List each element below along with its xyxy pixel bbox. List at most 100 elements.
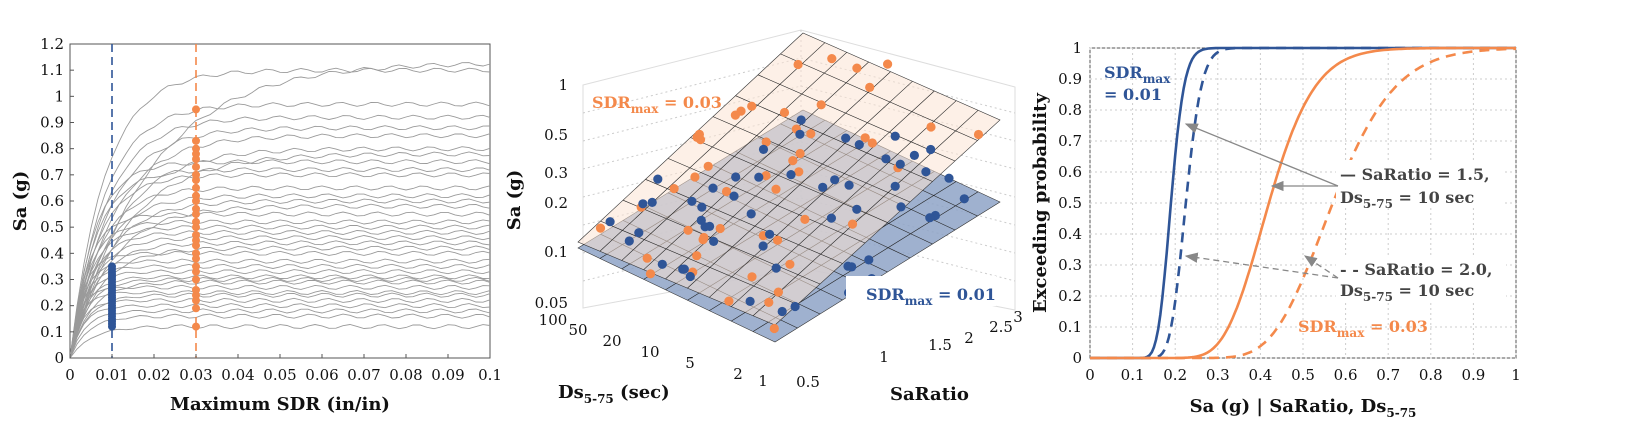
left-x-tick-label: 0 (65, 366, 75, 384)
blue-3d-point (909, 150, 920, 160)
ds-tick-label: 50 (568, 321, 587, 339)
ida-curve (69, 67, 491, 359)
ida-curve (69, 245, 491, 359)
left-x-tick-label: 0.05 (263, 366, 296, 384)
z-tick-label: 1 (558, 76, 568, 94)
orange-mesh-line (667, 158, 866, 244)
ds-tick-label: 10 (640, 343, 659, 361)
left-x-tick-label: 0.09 (431, 366, 464, 384)
orange-point (192, 285, 200, 294)
ida-curve (69, 258, 491, 359)
orange-mesh-line (645, 179, 843, 264)
ida-curve (69, 114, 491, 359)
blue-3d-point (830, 175, 840, 185)
orange-mesh-line (600, 220, 798, 305)
orange-point (192, 204, 200, 213)
orange-3d-point (645, 269, 656, 279)
ida-curve (69, 62, 491, 359)
orange-3d-point (785, 259, 795, 269)
ida-curve (69, 303, 491, 359)
orange-3d-point (692, 251, 702, 261)
orange-mesh-line (599, 42, 826, 252)
orange-3d-point (699, 232, 709, 243)
blue-3d-point (687, 196, 697, 206)
3d-scatter-points (595, 54, 984, 334)
left-plot-frame (69, 43, 491, 359)
orange-mesh-line (621, 52, 847, 261)
ida-curve (69, 308, 491, 359)
ida-curve (69, 279, 491, 359)
orange-3d-point (771, 184, 781, 194)
ann-sdr-0.01-value: = 0.01 (1104, 85, 1162, 104)
left-y-tick-label: 0.9 (40, 114, 64, 132)
blue-3d-point (843, 261, 853, 271)
orange-point (192, 304, 200, 313)
orange-3d-point (747, 101, 757, 111)
blue-3d-point (841, 133, 851, 143)
blue-3d-point (896, 202, 906, 212)
blue-3d-point (624, 236, 634, 246)
left-y-tick-label: 0.6 (40, 192, 64, 210)
ida-curve (69, 159, 491, 359)
mid-ds-label: Ds5-75 (sec) (558, 382, 670, 406)
ida-curve (69, 276, 491, 359)
orange-3d-point (793, 59, 803, 70)
orange-3d-point (883, 59, 893, 69)
blue-3d-point (890, 131, 900, 141)
ida-curve (69, 229, 491, 359)
orange-3d-point (788, 156, 798, 166)
right-y-label: Exceeding probability (1030, 93, 1051, 313)
orange-3d-point (926, 122, 936, 132)
orange-3d-point (669, 184, 679, 194)
blue-3d-point (679, 264, 689, 274)
left-y-tick-label: 0.5 (40, 218, 64, 236)
orange-3d-point (769, 323, 779, 334)
orange-3d-point (779, 107, 790, 118)
right-x-tick-label: 0.2 (1163, 366, 1187, 384)
ida-curves-panel: 0 0.01 0.02 0.03 0.04 0.05 0.06 0.07 0.08 0.09 0.1… (10, 35, 502, 415)
blue-3d-point (685, 271, 695, 282)
blue-3d-point (895, 159, 905, 169)
left-y-label: Sa (g) (10, 171, 31, 232)
orange-mesh-line (780, 53, 978, 141)
ida-curve (69, 125, 491, 359)
left-y-tick-label: 0 (54, 349, 64, 367)
right-x-tick-label: 0.5 (1291, 366, 1315, 384)
left-y-tick-label: 0.7 (40, 166, 64, 184)
orange-point (192, 217, 200, 226)
blue-3d-point (944, 173, 954, 183)
blue-3d-point (638, 199, 648, 209)
left-x-tick-label: 0.03 (179, 366, 212, 384)
orange-point (192, 183, 200, 192)
blue-3d-point (890, 181, 900, 191)
orange-3d-point (800, 214, 810, 224)
right-y-tick-label: 0.2 (1058, 287, 1082, 305)
orange-point (192, 136, 200, 145)
blue-3d-point (864, 255, 874, 265)
blue-3d-point (854, 140, 864, 150)
orange-mesh-line (687, 81, 913, 289)
orange-point (192, 162, 200, 171)
left-x-tick-label: 0.04 (221, 366, 254, 384)
left-y-tick-label: 0.2 (40, 297, 64, 315)
ida-curve (69, 219, 491, 359)
mid-saratio-label: SaRatio (890, 384, 969, 405)
ds-tick-label: 2 (733, 365, 743, 383)
ann-case2-line2: Ds5-75 = 10 sec (1340, 281, 1474, 304)
blue-3d-point (746, 209, 756, 219)
blue-3d-point (708, 183, 718, 193)
orange-3d-point (683, 225, 693, 235)
right-x-tick-label: 0 (1085, 366, 1095, 384)
blue-plane-label: SDRmax = 0.01 (866, 285, 996, 308)
blue-3d-point (921, 167, 931, 177)
ida-curve (69, 101, 491, 359)
left-x-tick-label: 0.08 (389, 366, 422, 384)
right-x-tick-label: 0.7 (1376, 366, 1400, 384)
orange-plane-label: SDRmax = 0.03 (592, 93, 722, 116)
right-x-tick-label: 1 (1511, 366, 1521, 384)
orange-3d-point (867, 138, 877, 148)
orange-3d-point (642, 253, 652, 263)
